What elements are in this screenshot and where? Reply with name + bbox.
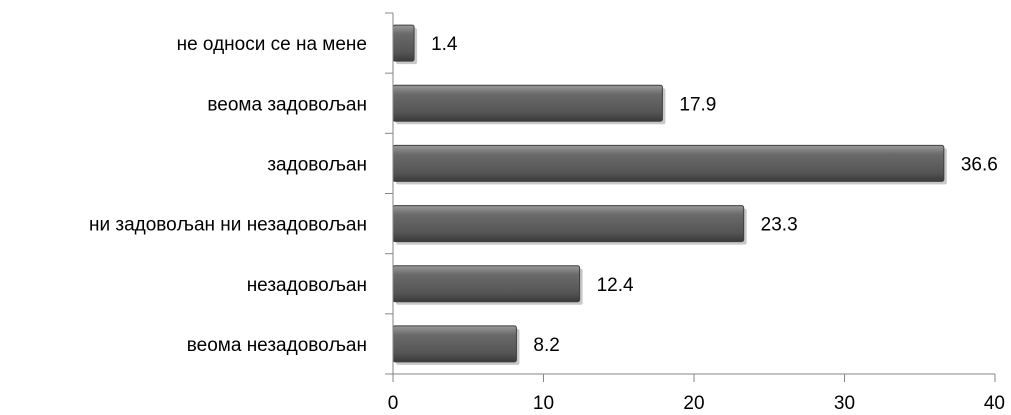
bar [392, 205, 745, 243]
x-tick-label: 10 [533, 393, 554, 414]
bars-layer [392, 24, 947, 365]
category-label: задовољан [267, 154, 367, 175]
data-label: 36.6 [961, 154, 998, 175]
bar [392, 24, 415, 62]
x-axis: 0 10 20 30 40 [385, 12, 1005, 414]
x-tick-label: 40 [984, 393, 1005, 414]
labels-layer: не односи се на мене 1.4 веома задовољан 17… [89, 34, 998, 356]
bar [392, 144, 945, 182]
x-tick-label: 30 [834, 393, 855, 414]
category-label: незадовољан [247, 275, 367, 296]
x-tick-label: 20 [683, 393, 704, 414]
bar [392, 84, 663, 122]
category-label: веома задовољан [207, 94, 367, 115]
data-label: 23.3 [761, 215, 798, 236]
category-label: ни задовољан ни незадовољан [89, 215, 367, 236]
data-label: 8.2 [533, 335, 559, 356]
data-label: 1.4 [431, 34, 458, 55]
bar [392, 325, 517, 363]
x-tick-label: 0 [388, 393, 399, 414]
category-label: веома незадовољан [187, 335, 367, 356]
category-label: не односи се на мене [177, 34, 367, 55]
bar [392, 265, 581, 303]
data-label: 17.9 [679, 94, 716, 115]
data-label: 12.4 [597, 275, 634, 296]
